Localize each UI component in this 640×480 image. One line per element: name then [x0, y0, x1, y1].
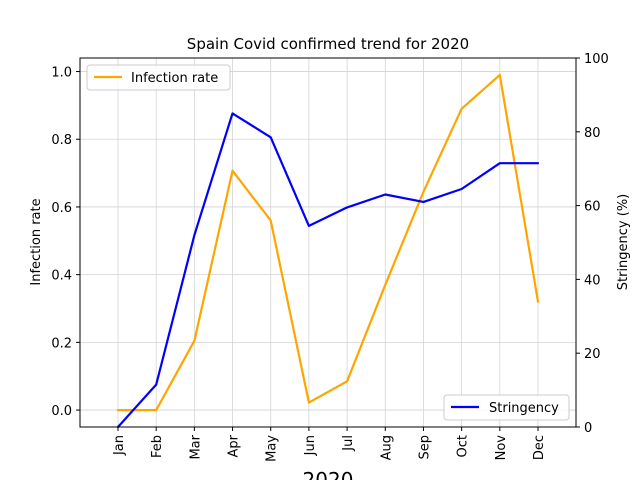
left-tick-label: 0.2 [51, 336, 72, 351]
right-axis-label: Stringency (%) [616, 194, 631, 291]
chart-title: Spain Covid confirmed trend for 2020 [187, 35, 469, 53]
left-tick-label: 0.4 [51, 269, 72, 284]
legend-stringency: Stringency [443, 394, 570, 421]
legend-infection: Infection rate [86, 64, 231, 91]
x-axis-label: 2020 [303, 468, 354, 480]
left-axis-label: Infection rate [29, 198, 44, 285]
right-tick-label: 40 [584, 273, 601, 288]
x-tick-label: Apr [227, 434, 242, 457]
left-tick-label: 0.0 [51, 404, 72, 419]
left-tick-label: 0.8 [51, 133, 72, 148]
x-tick-label: Nov [494, 435, 509, 461]
x-axis: Jan Feb Mar Apr May Jun Jul Aug Sep Oct Nov Dec [112, 427, 547, 462]
x-tick-label: Sep [417, 435, 432, 460]
series-line-stringency [116, 112, 540, 429]
grid [80, 58, 576, 427]
x-tick-label: Mar [188, 434, 203, 459]
right-axis: 0 20 40 60 80 100 [576, 52, 609, 436]
right-tick-label: 0 [584, 421, 592, 436]
legend-label-infection: Infection rate [131, 71, 218, 86]
left-tick-label: 1.0 [51, 66, 72, 81]
x-tick-label: Jun [303, 435, 318, 456]
left-axis: 0.0 0.2 0.4 0.6 0.8 1.0 [51, 66, 80, 419]
right-tick-label: 80 [584, 126, 601, 141]
right-tick-label: 60 [584, 200, 601, 215]
right-tick-label: 100 [584, 52, 609, 67]
legend-label-stringency: Stringency [489, 401, 559, 416]
x-tick-label: Feb [150, 435, 165, 458]
left-tick-label: 0.6 [51, 201, 72, 216]
x-tick-label: Aug [379, 435, 394, 460]
plot-frame [79, 57, 577, 428]
legend-box [443, 394, 570, 421]
right-tick-label: 20 [584, 347, 601, 362]
x-tick-label: May [265, 435, 280, 462]
x-tick-label: Dec [532, 435, 547, 460]
series-lines [116, 73, 540, 429]
series-line-infection-rate [116, 73, 540, 412]
legend-box [86, 64, 231, 91]
x-tick-label: Jul [341, 435, 356, 452]
x-tick-label: Oct [456, 435, 471, 457]
x-tick-label: Jan [112, 435, 127, 456]
